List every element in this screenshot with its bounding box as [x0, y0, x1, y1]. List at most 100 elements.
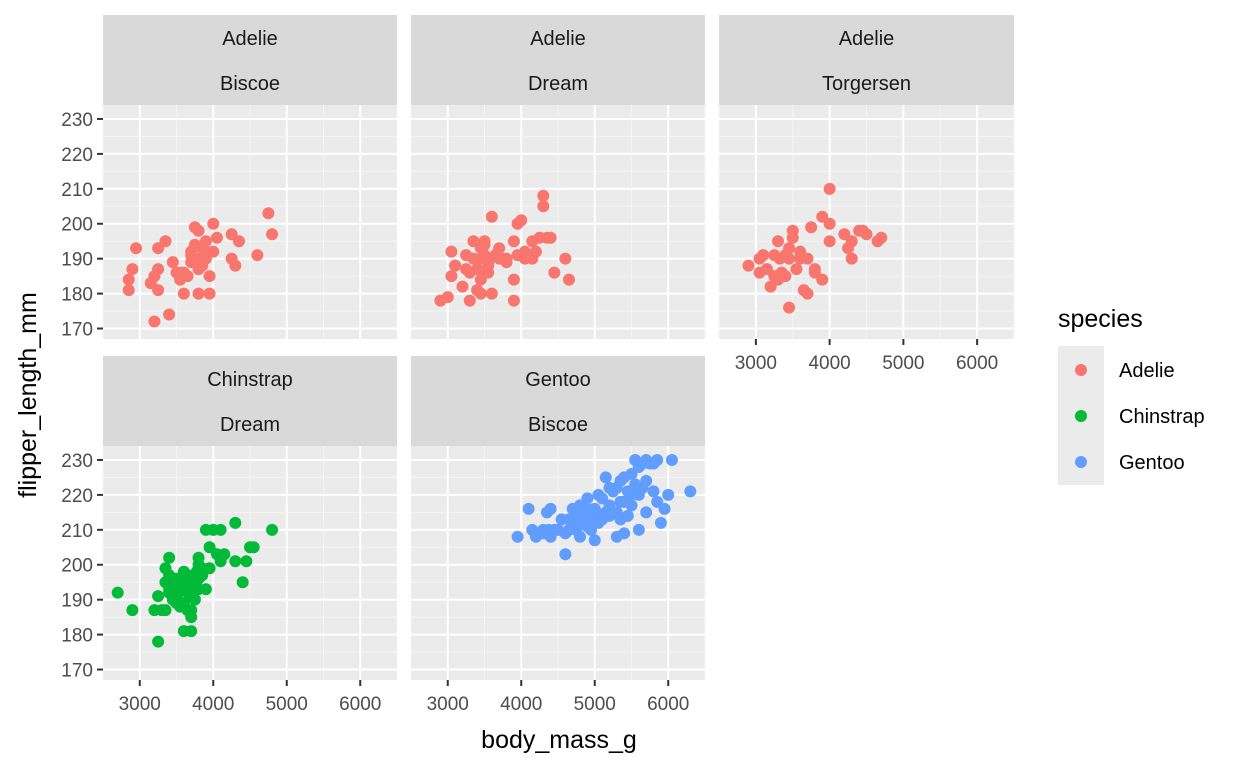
data-point — [266, 228, 279, 241]
x-tick-label: 6000 — [956, 353, 998, 374]
facet-panel: Adelie Dream — [410, 15, 706, 339]
data-point — [463, 294, 476, 307]
facet-strip — [103, 15, 397, 105]
y-tick-label: 220 — [61, 145, 93, 166]
data-point — [500, 256, 513, 269]
x-axis-title: body_mass_g — [481, 726, 637, 754]
y-tick-label: 200 — [61, 215, 93, 236]
data-point — [632, 488, 645, 501]
data-point — [618, 527, 631, 540]
data-point — [229, 516, 242, 529]
data-point — [251, 249, 264, 262]
x-tick-label: 4000 — [500, 694, 542, 715]
data-point — [794, 245, 807, 258]
facet-panel: Chinstrap Dream 170 180 190 200 210 220 230 3000 4… — [61, 356, 398, 715]
facet-panel: Adelie Biscoe 170 180 190 200 210 220 230 — [61, 15, 398, 341]
x-tick-label: 3000 — [735, 353, 777, 374]
data-point — [229, 555, 242, 568]
data-point — [742, 259, 755, 272]
data-point — [199, 252, 212, 265]
legend: species Adelie Chinstrap Gentoo — [1058, 305, 1205, 485]
data-point — [581, 492, 594, 505]
data-point — [599, 471, 612, 484]
data-point — [122, 284, 135, 297]
data-point — [456, 280, 469, 293]
legend-entry-label: Gentoo — [1119, 452, 1185, 474]
data-point — [845, 252, 858, 265]
data-point — [647, 485, 660, 498]
data-point — [632, 523, 645, 536]
data-point — [449, 259, 462, 272]
data-point — [482, 259, 495, 272]
data-point — [166, 579, 179, 592]
data-point — [177, 597, 190, 610]
data-point — [779, 249, 792, 262]
x-tick-label: 6000 — [647, 694, 689, 715]
data-point — [860, 228, 873, 241]
data-point — [507, 235, 520, 248]
facet-panel: Gentoo Biscoe 3000 4000 5000 6000 — [410, 356, 706, 715]
y-tick-label: 190 — [61, 250, 93, 271]
data-point — [507, 294, 520, 307]
data-point — [177, 287, 190, 300]
y-tick-label: 210 — [61, 180, 93, 201]
data-point — [647, 457, 660, 470]
data-point — [629, 453, 642, 466]
data-point — [603, 509, 616, 522]
data-point — [185, 586, 198, 599]
data-point — [203, 287, 216, 300]
data-point — [203, 270, 216, 283]
data-point — [247, 541, 260, 554]
data-point — [522, 502, 535, 515]
facet-strip-species: Gentoo — [525, 369, 591, 391]
data-point — [511, 249, 524, 262]
legend-entry-label: Adelie — [1119, 360, 1175, 382]
data-point — [192, 287, 205, 300]
facet-strip-island: Biscoe — [220, 73, 280, 95]
data-point — [474, 287, 487, 300]
legend-key-point — [1075, 456, 1087, 468]
data-point — [537, 189, 550, 202]
data-point — [441, 291, 454, 304]
data-point — [218, 548, 231, 561]
data-point — [684, 485, 697, 498]
data-point — [266, 523, 279, 536]
facet-strip-island: Dream — [528, 73, 588, 95]
x-tick-label: 5000 — [882, 353, 924, 374]
data-point — [511, 530, 524, 543]
data-point — [621, 509, 634, 522]
data-point — [772, 235, 784, 248]
y-tick-label: 220 — [61, 486, 93, 507]
data-point — [163, 551, 176, 564]
panels-layer: Adelie Biscoe 170 180 190 200 210 220 230 Adelie D… — [61, 15, 1015, 715]
data-point — [559, 548, 572, 561]
data-point — [199, 583, 212, 596]
data-point — [544, 502, 557, 515]
data-point — [588, 534, 601, 547]
data-point — [515, 214, 528, 227]
data-point — [757, 249, 770, 262]
data-point — [779, 270, 792, 283]
data-point — [214, 523, 227, 536]
data-point — [875, 231, 888, 244]
data-point — [640, 506, 653, 519]
facet-strip — [411, 15, 705, 105]
data-point — [485, 287, 498, 300]
data-point — [185, 245, 198, 258]
data-point — [152, 263, 165, 276]
data-point — [181, 270, 194, 283]
legend-entry-label: Chinstrap — [1119, 406, 1205, 428]
data-point — [236, 576, 249, 589]
y-tick-label: 230 — [61, 110, 93, 131]
data-point — [199, 235, 212, 248]
x-tick-label: 3000 — [119, 694, 161, 715]
facet-strip-species: Adelie — [839, 28, 895, 50]
facet-strip — [411, 356, 705, 446]
data-point — [210, 231, 223, 244]
facet-strip-species: Adelie — [530, 28, 586, 50]
facet-panel: Adelie Torgersen 3000 4000 5000 6000 — [718, 15, 1015, 374]
y-tick-label: 230 — [61, 451, 93, 472]
data-point — [445, 270, 458, 283]
data-point — [783, 301, 796, 314]
facet-strip-island: Biscoe — [528, 414, 588, 436]
